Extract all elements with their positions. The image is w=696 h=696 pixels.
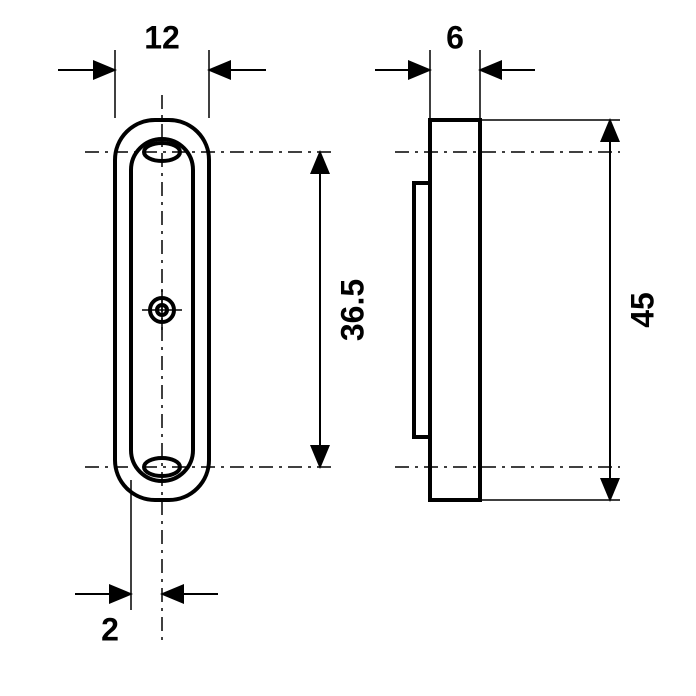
- label-36-5: 36.5: [334, 279, 370, 341]
- front-view: [85, 95, 335, 640]
- label-45: 45: [624, 292, 660, 328]
- label-2: 2: [101, 611, 119, 647]
- label-12: 12: [144, 19, 180, 55]
- label-6: 6: [446, 19, 464, 55]
- technical-drawing: 12 6 36.5 45 2: [0, 0, 696, 696]
- side-view: [395, 120, 620, 500]
- dim-hole-spacing-36-5: 36.5: [320, 152, 370, 467]
- dim-offset-2: 2: [75, 480, 218, 647]
- dim-thickness-6: 6: [375, 19, 535, 118]
- dim-height-45: 45: [482, 120, 660, 500]
